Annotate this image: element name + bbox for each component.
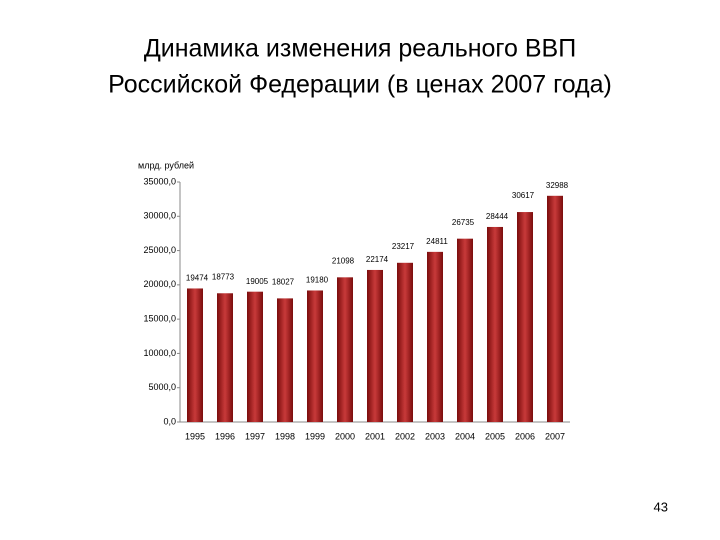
bar [487, 226, 503, 422]
x-tick-label: 1999 [305, 431, 325, 441]
data-label: 24811 [426, 237, 448, 246]
bar [337, 277, 353, 422]
bar [247, 291, 263, 422]
y-tick-label: 15000,0 [143, 314, 176, 324]
data-label: 19474 [186, 274, 209, 283]
data-label: 28444 [486, 212, 509, 221]
y-tick-label: 10000,0 [143, 348, 176, 358]
x-tick-label: 1997 [245, 431, 265, 441]
y-tick-label: 30000,0 [143, 211, 176, 221]
data-label: 19005 [246, 277, 269, 286]
x-tick-label: 2006 [515, 431, 535, 441]
x-tick-label: 1998 [275, 431, 295, 441]
data-label: 32988 [546, 181, 569, 190]
bar [397, 262, 413, 422]
x-tick-label: 1995 [185, 431, 205, 441]
bar [217, 293, 233, 422]
bar [457, 238, 473, 422]
data-label: 21098 [332, 256, 355, 265]
y-tick-label: 5000,0 [148, 382, 176, 392]
x-tick-label: 2007 [545, 431, 565, 441]
x-tick-label: 2004 [455, 431, 475, 441]
x-tick-label: 2005 [485, 431, 505, 441]
data-label: 18027 [272, 277, 295, 286]
data-label: 23217 [392, 242, 415, 251]
x-tick-label: 2000 [335, 431, 355, 441]
data-label: 18773 [212, 272, 235, 281]
bar [427, 251, 443, 422]
y-tick-label: 0,0 [163, 416, 176, 426]
data-label: 26735 [452, 218, 475, 227]
bar [547, 195, 563, 422]
data-label: 22174 [366, 255, 389, 264]
x-tick-label: 1996 [215, 431, 235, 441]
x-tick-label: 2002 [395, 431, 415, 441]
bar [367, 269, 383, 422]
title-line: Российской Федерации (в ценах 2007 года) [108, 71, 612, 99]
bar [277, 298, 293, 422]
title-line: Динамика изменения реального ВВП [144, 35, 576, 63]
y-axis-label: млрд. рублей [138, 160, 194, 170]
x-tick-label: 2001 [365, 431, 385, 441]
bar [517, 212, 533, 422]
y-tick-label: 35000,0 [143, 176, 176, 186]
y-tick-label: 25000,0 [143, 245, 176, 255]
bar [307, 290, 323, 422]
x-tick-label: 2003 [425, 431, 445, 441]
bar [187, 288, 203, 422]
page-number: 43 [654, 499, 668, 514]
data-label: 30617 [512, 191, 535, 200]
y-tick-label: 20000,0 [143, 279, 176, 289]
data-label: 19180 [306, 276, 329, 285]
